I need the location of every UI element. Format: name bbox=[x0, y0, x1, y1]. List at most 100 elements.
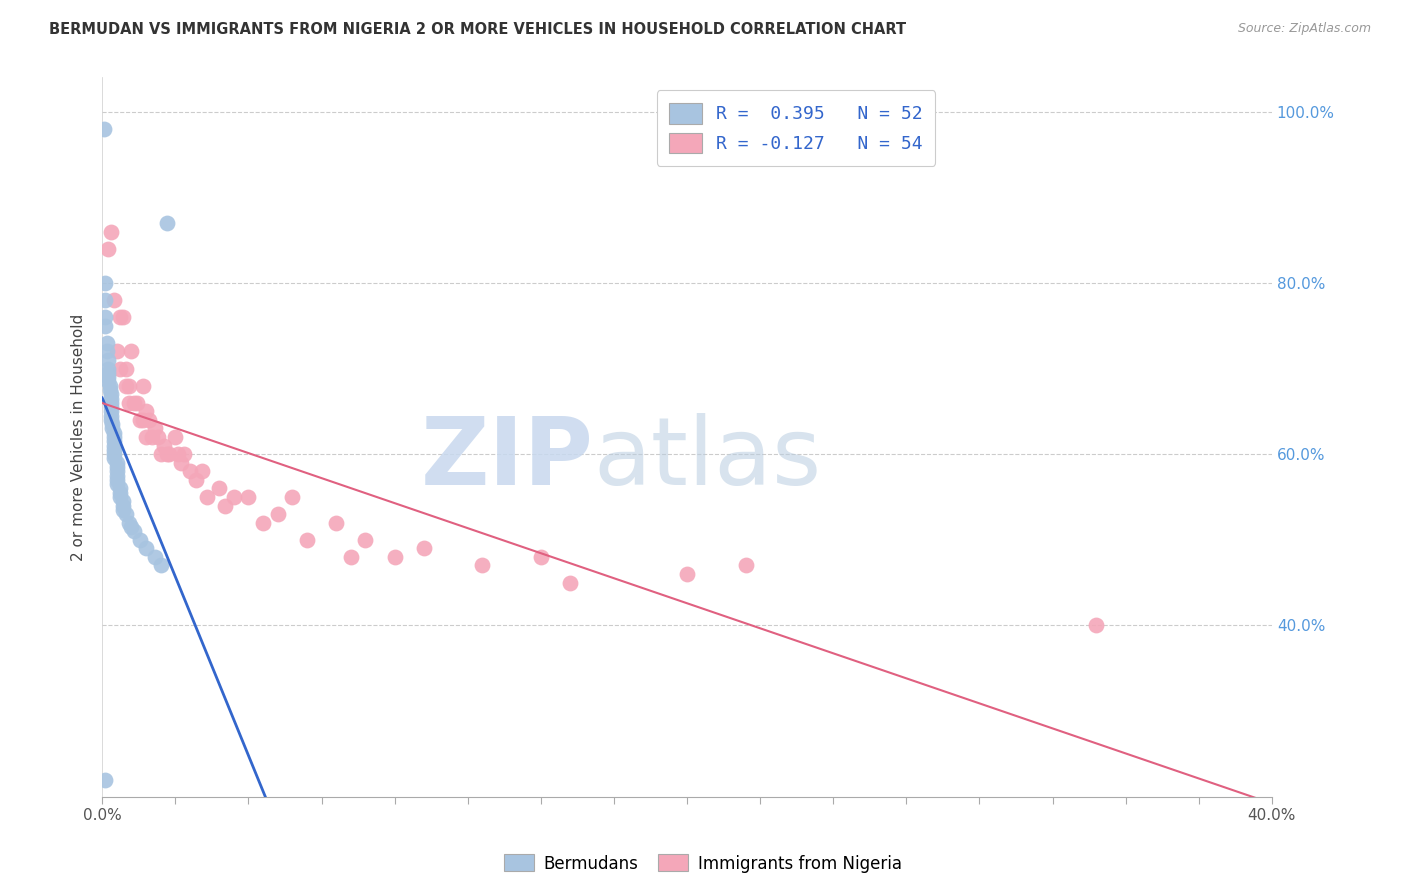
Point bbox=[105, 456, 128, 470]
Point bbox=[108, 361, 131, 376]
Point bbox=[117, 378, 139, 392]
Point bbox=[179, 464, 201, 478]
Point bbox=[108, 310, 131, 325]
Text: atlas: atlas bbox=[593, 413, 821, 505]
Point bbox=[143, 549, 166, 564]
Point bbox=[530, 549, 553, 564]
Point bbox=[117, 396, 139, 410]
Point bbox=[97, 353, 120, 368]
Point bbox=[141, 430, 163, 444]
Legend: R =  0.395   N = 52, R = -0.127   N = 54: R = 0.395 N = 52, R = -0.127 N = 54 bbox=[657, 90, 935, 166]
Point bbox=[111, 494, 134, 508]
Point bbox=[155, 216, 177, 230]
Point bbox=[558, 575, 581, 590]
Point bbox=[103, 425, 125, 440]
Point bbox=[105, 464, 128, 478]
Point bbox=[94, 310, 117, 325]
Point bbox=[132, 378, 155, 392]
Point bbox=[190, 464, 212, 478]
Point bbox=[165, 430, 187, 444]
Point bbox=[266, 507, 288, 521]
Text: Source: ZipAtlas.com: Source: ZipAtlas.com bbox=[1237, 22, 1371, 36]
Point bbox=[100, 400, 122, 414]
Point bbox=[100, 396, 122, 410]
Point bbox=[97, 370, 120, 384]
Point bbox=[135, 541, 157, 556]
Point bbox=[132, 413, 155, 427]
Point bbox=[167, 447, 190, 461]
Point bbox=[98, 378, 121, 392]
Point bbox=[111, 310, 134, 325]
Point bbox=[127, 396, 149, 410]
Point bbox=[97, 366, 120, 380]
Point bbox=[97, 361, 120, 376]
Y-axis label: 2 or more Vehicles in Household: 2 or more Vehicles in Household bbox=[72, 313, 86, 561]
Point bbox=[111, 499, 134, 513]
Point bbox=[222, 490, 245, 504]
Point bbox=[105, 344, 128, 359]
Point bbox=[103, 451, 125, 466]
Text: BERMUDAN VS IMMIGRANTS FROM NIGERIA 2 OR MORE VEHICLES IN HOUSEHOLD CORRELATION : BERMUDAN VS IMMIGRANTS FROM NIGERIA 2 OR… bbox=[49, 22, 907, 37]
Point bbox=[238, 490, 260, 504]
Point bbox=[97, 242, 120, 256]
Point bbox=[96, 335, 118, 350]
Point bbox=[155, 447, 177, 461]
Point bbox=[94, 318, 117, 333]
Point bbox=[101, 421, 124, 435]
Point bbox=[98, 383, 121, 397]
Point bbox=[152, 439, 174, 453]
Point bbox=[105, 477, 128, 491]
Point bbox=[170, 456, 193, 470]
Point bbox=[281, 490, 304, 504]
Point bbox=[108, 482, 131, 496]
Point bbox=[252, 516, 274, 530]
Point bbox=[117, 516, 139, 530]
Text: ZIP: ZIP bbox=[420, 413, 593, 505]
Point bbox=[734, 558, 756, 573]
Point bbox=[124, 396, 146, 410]
Point bbox=[93, 276, 115, 290]
Point bbox=[120, 520, 142, 534]
Point bbox=[103, 434, 125, 449]
Point bbox=[124, 524, 146, 539]
Point bbox=[173, 447, 195, 461]
Point bbox=[197, 490, 219, 504]
Point bbox=[108, 485, 131, 500]
Point bbox=[100, 387, 122, 401]
Point bbox=[103, 293, 125, 307]
Point bbox=[108, 490, 131, 504]
Point bbox=[101, 417, 124, 432]
Point bbox=[1085, 618, 1108, 632]
Point bbox=[103, 442, 125, 457]
Point bbox=[100, 225, 122, 239]
Point bbox=[184, 473, 207, 487]
Point bbox=[214, 499, 236, 513]
Point bbox=[135, 404, 157, 418]
Point bbox=[103, 439, 125, 453]
Point bbox=[471, 558, 494, 573]
Point bbox=[354, 533, 377, 547]
Legend: Bermudans, Immigrants from Nigeria: Bermudans, Immigrants from Nigeria bbox=[496, 847, 910, 880]
Point bbox=[100, 409, 122, 423]
Point bbox=[114, 507, 136, 521]
Point bbox=[120, 344, 142, 359]
Point bbox=[129, 413, 152, 427]
Point bbox=[100, 392, 122, 406]
Point bbox=[105, 460, 128, 475]
Point bbox=[208, 482, 231, 496]
Point bbox=[339, 549, 361, 564]
Point bbox=[114, 378, 136, 392]
Point bbox=[325, 516, 347, 530]
Point bbox=[97, 375, 120, 389]
Point bbox=[105, 468, 128, 483]
Point bbox=[94, 772, 117, 787]
Point bbox=[295, 533, 318, 547]
Point bbox=[129, 533, 152, 547]
Point bbox=[94, 293, 117, 307]
Point bbox=[103, 447, 125, 461]
Point bbox=[159, 447, 181, 461]
Point bbox=[143, 421, 166, 435]
Point bbox=[676, 567, 699, 582]
Point bbox=[105, 473, 128, 487]
Point bbox=[100, 413, 122, 427]
